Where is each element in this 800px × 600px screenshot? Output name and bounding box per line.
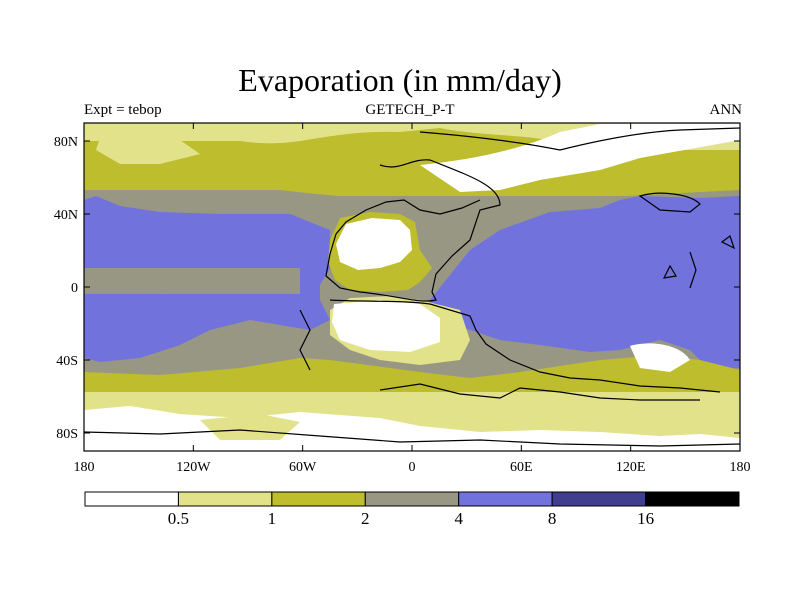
band-north-olive — [84, 128, 740, 200]
colorbar-label: 4 — [454, 509, 463, 528]
y-tick-label: 0 — [71, 281, 78, 296]
colorbar-swatch — [458, 491, 553, 507]
x-tick-label: 60E — [510, 460, 533, 475]
y-tick-label: 80N — [54, 135, 78, 150]
x-tick-label: 180 — [730, 460, 751, 475]
x-tick-label: 120W — [176, 460, 211, 475]
white-patch-east — [630, 343, 690, 372]
experiment-label: Expt = tebop — [84, 102, 162, 118]
x-tick-label: 120E — [616, 460, 646, 475]
north-coast — [419, 127, 740, 151]
island-d — [299, 309, 311, 371]
colorbar-swatch — [177, 491, 273, 507]
colorbar-label: 2 — [361, 509, 370, 528]
y-tick-label: 40N — [54, 208, 78, 223]
equatorial-gray-strip — [84, 272, 300, 292]
y-tick-label: 40S — [56, 354, 78, 369]
map-title: Evaporation (in mm/day) — [238, 62, 562, 98]
colorbar-label: 1 — [268, 509, 277, 528]
colorbar: 0.5 1 2 4 8 16 — [84, 491, 740, 528]
colorbar-label: 16 — [637, 509, 654, 528]
colorbar-swatch — [84, 491, 179, 507]
y-axis: 80N 40N 0 40S 80S — [54, 135, 740, 442]
x-tick-label: 0 — [409, 460, 416, 475]
colorbar-label: 0.5 — [168, 509, 189, 528]
ocean-east-blue — [430, 196, 740, 370]
season-label: ANN — [709, 102, 743, 118]
antarctic-coast — [379, 383, 700, 401]
pangea-south-white — [332, 300, 440, 352]
island-b — [720, 235, 736, 250]
yellow-patch-south — [200, 414, 300, 440]
north-pacific-yellow — [96, 138, 200, 164]
pangea-north-coast — [325, 159, 501, 302]
island-c — [689, 251, 697, 289]
x-tick-label: 60W — [289, 460, 317, 475]
band-south-yellow — [84, 392, 740, 415]
colorbar-swatch — [271, 491, 366, 507]
north-continent-white — [420, 124, 740, 192]
colorbar-swatch — [551, 491, 647, 507]
y-tick-label: 80S — [56, 427, 78, 442]
map-field — [84, 123, 740, 451]
pangea-south-coast — [329, 299, 721, 393]
colorbar-label: 8 — [548, 509, 557, 528]
east-island-coast — [638, 192, 701, 213]
colorbar-swatch — [364, 491, 460, 507]
colorbar-swatch — [645, 491, 740, 507]
island-a — [662, 264, 677, 279]
south-pole-coast — [84, 429, 740, 447]
band-south-olive — [84, 355, 740, 392]
pangea-north-white — [336, 218, 412, 270]
dataset-label: GETECH_P-T — [365, 102, 455, 118]
x-axis: 180 120W 60W 0 60E 120E 180 — [74, 123, 751, 475]
x-tick-label: 180 — [74, 460, 95, 475]
coastlines — [84, 127, 740, 447]
